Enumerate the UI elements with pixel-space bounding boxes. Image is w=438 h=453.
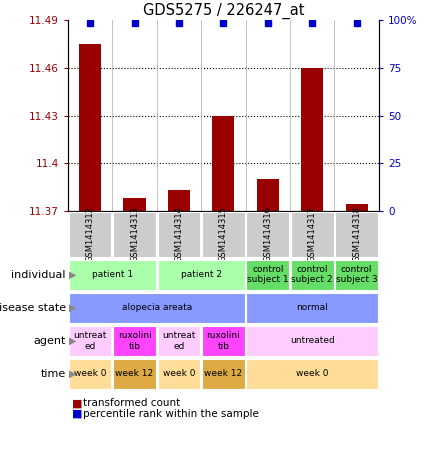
Bar <box>346 204 368 211</box>
Text: GSM1414318: GSM1414318 <box>352 207 361 262</box>
Bar <box>247 212 289 257</box>
Bar <box>69 212 111 257</box>
Text: ▶: ▶ <box>69 303 76 313</box>
Text: normal: normal <box>297 304 328 312</box>
Text: ▶: ▶ <box>69 369 76 379</box>
Text: untreat
ed: untreat ed <box>74 331 107 351</box>
Bar <box>69 293 245 323</box>
Text: ▶: ▶ <box>69 270 76 280</box>
Text: ■: ■ <box>72 409 83 419</box>
Text: week 0: week 0 <box>162 370 195 378</box>
Bar <box>247 326 378 356</box>
Bar <box>113 212 156 257</box>
Bar <box>158 359 200 389</box>
Bar <box>212 116 234 211</box>
Text: patient 2: patient 2 <box>180 270 222 279</box>
Text: GSM1414315: GSM1414315 <box>219 207 228 262</box>
Bar <box>301 68 323 211</box>
Bar <box>202 326 245 356</box>
Text: week 12: week 12 <box>204 370 243 378</box>
Bar <box>257 179 279 211</box>
Text: control
subject 3: control subject 3 <box>336 265 378 284</box>
Text: GSM1414312: GSM1414312 <box>85 207 95 262</box>
Bar <box>291 212 334 257</box>
Text: patient 1: patient 1 <box>92 270 133 279</box>
Bar <box>158 212 200 257</box>
Bar <box>247 359 378 389</box>
Text: GSM1414314: GSM1414314 <box>174 207 184 262</box>
Text: ruxolini
tib: ruxolini tib <box>206 331 240 351</box>
Bar <box>202 359 245 389</box>
Text: transformed count: transformed count <box>83 398 180 408</box>
Bar <box>158 260 245 290</box>
Text: untreated: untreated <box>290 337 335 345</box>
Text: week 12: week 12 <box>116 370 154 378</box>
Bar <box>69 326 111 356</box>
Bar <box>113 326 156 356</box>
Text: alopecia areata: alopecia areata <box>122 304 192 312</box>
Text: control
subject 2: control subject 2 <box>291 265 333 284</box>
Text: ■: ■ <box>72 398 83 408</box>
Bar <box>336 260 378 290</box>
Text: GSM1414316: GSM1414316 <box>263 207 272 262</box>
Text: week 0: week 0 <box>296 370 328 378</box>
Bar <box>79 44 101 211</box>
Text: GSM1414317: GSM1414317 <box>308 207 317 262</box>
Bar <box>336 212 378 257</box>
Bar <box>247 260 289 290</box>
Bar <box>291 260 334 290</box>
Text: GSM1414313: GSM1414313 <box>130 207 139 262</box>
Text: individual: individual <box>11 270 66 280</box>
Text: ruxolini
tib: ruxolini tib <box>118 331 152 351</box>
Bar <box>158 326 200 356</box>
Text: percentile rank within the sample: percentile rank within the sample <box>83 409 259 419</box>
Bar <box>69 260 156 290</box>
Bar <box>124 198 145 211</box>
Text: control
subject 1: control subject 1 <box>247 265 289 284</box>
Bar <box>69 359 111 389</box>
Text: week 0: week 0 <box>74 370 106 378</box>
Text: untreat
ed: untreat ed <box>162 331 196 351</box>
Bar <box>168 190 190 211</box>
Bar <box>247 293 378 323</box>
Text: time: time <box>40 369 66 379</box>
Title: GDS5275 / 226247_at: GDS5275 / 226247_at <box>143 3 304 19</box>
Text: agent: agent <box>33 336 66 346</box>
Text: disease state: disease state <box>0 303 66 313</box>
Text: ▶: ▶ <box>69 336 76 346</box>
Bar <box>202 212 245 257</box>
Bar <box>113 359 156 389</box>
